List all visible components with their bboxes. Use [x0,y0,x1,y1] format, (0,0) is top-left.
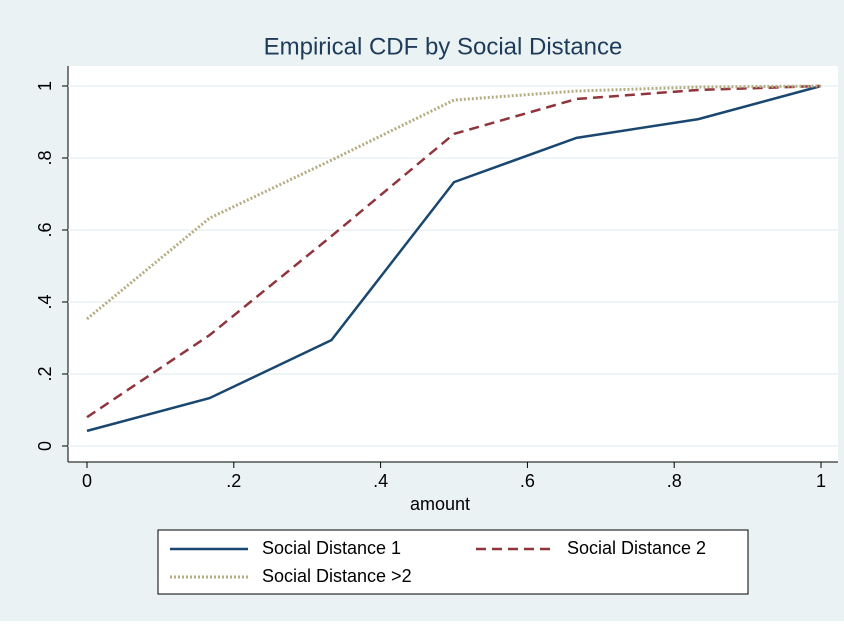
x-tick-label: .8 [667,471,682,491]
series-line [86,84,822,419]
y-tick-label: 1 [35,81,55,91]
x-tick-label: 1 [816,471,826,491]
x-tick-label: .6 [520,471,535,491]
y-tick-label: 0 [35,441,55,451]
legend-label: Social Distance 1 [262,538,401,558]
x-tick-label: .2 [226,471,241,491]
x-tick-label: 0 [82,471,92,491]
legend-label: Social Distance 2 [567,538,706,558]
series-line [86,84,822,433]
y-tick-label: .2 [35,366,55,381]
y-tick-label: .8 [35,150,55,165]
x-tick-label: .4 [373,471,388,491]
y-tick-label: .6 [35,222,55,237]
legend [157,529,749,595]
legend-label: Social Distance >2 [262,566,412,586]
chart-title: Empirical CDF by Social Distance [264,33,623,60]
plot-area [68,66,838,462]
x-axis-label: amount [410,494,470,514]
y-tick-label: .4 [35,294,55,309]
